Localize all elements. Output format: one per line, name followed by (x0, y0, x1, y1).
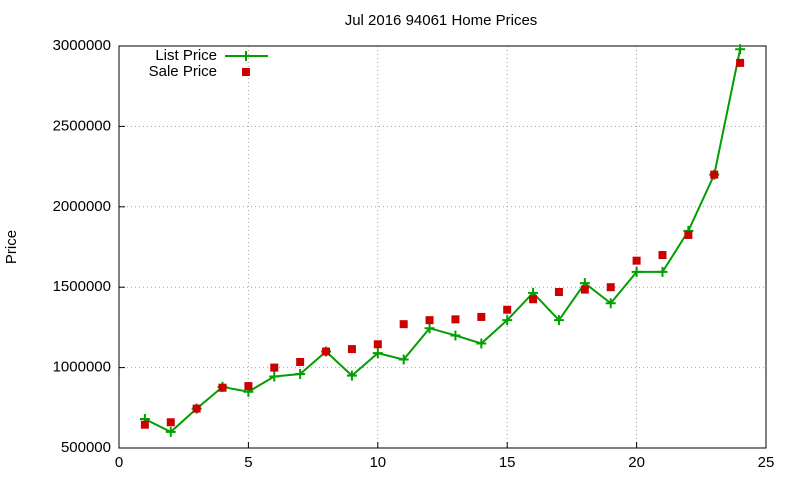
plot-border (118, 45, 767, 449)
point-marker (554, 288, 563, 297)
point-marker (244, 382, 253, 391)
point-marker (477, 312, 486, 321)
point-marker (322, 347, 331, 356)
point-marker (425, 316, 434, 325)
point-marker (296, 357, 305, 366)
x-tick-label: 25 (758, 454, 775, 471)
point-marker (398, 354, 409, 365)
y-tick-label: 3000000 (53, 37, 111, 54)
point-marker (270, 363, 279, 372)
point-marker (269, 371, 280, 382)
point-marker (606, 283, 615, 292)
x-tick-label: 20 (628, 454, 645, 471)
y-tick-label: 2000000 (53, 198, 111, 215)
point-marker (166, 418, 175, 427)
chart-title: Jul 2016 94061 Home Prices (345, 12, 538, 29)
point-marker (710, 170, 719, 179)
point-marker (424, 323, 435, 334)
point-marker (631, 266, 642, 277)
point-marker (684, 230, 693, 239)
point-marker (373, 340, 382, 349)
point-marker (657, 266, 668, 277)
point-marker (735, 44, 746, 55)
point-marker (529, 295, 538, 304)
point-marker (451, 315, 460, 324)
point-marker (399, 320, 408, 329)
point-marker (658, 251, 667, 260)
point-marker (503, 305, 512, 314)
point-marker (140, 420, 149, 429)
point-marker (450, 330, 461, 341)
x-tick-label: 10 (369, 454, 386, 471)
y-tick-label: 500000 (61, 439, 111, 456)
point-marker (553, 315, 564, 326)
legend-label: Sale Price (149, 63, 217, 80)
point-marker (218, 383, 227, 392)
point-marker (347, 345, 356, 354)
x-tick-label: 15 (499, 454, 516, 471)
point-marker (502, 315, 513, 326)
y-tick-label: 2500000 (53, 117, 111, 134)
x-tick-label: 5 (244, 454, 252, 471)
y-tick-label: 1000000 (53, 359, 111, 376)
x-tick-label: 0 (115, 454, 123, 471)
point-marker (476, 338, 487, 349)
legend-marker (242, 68, 250, 76)
point-marker (736, 58, 745, 67)
point-marker (165, 426, 176, 437)
legend-label: List Price (155, 47, 217, 64)
point-marker (192, 404, 201, 413)
point-marker (605, 298, 616, 309)
y-tick-label: 1500000 (53, 278, 111, 295)
point-marker (295, 369, 306, 380)
point-marker (580, 285, 589, 294)
point-marker (346, 370, 357, 381)
point-marker (632, 256, 641, 265)
legend-marker (241, 51, 251, 61)
series-line (144, 49, 742, 434)
point-marker (372, 348, 383, 359)
y-axis-label: Price (3, 230, 20, 264)
